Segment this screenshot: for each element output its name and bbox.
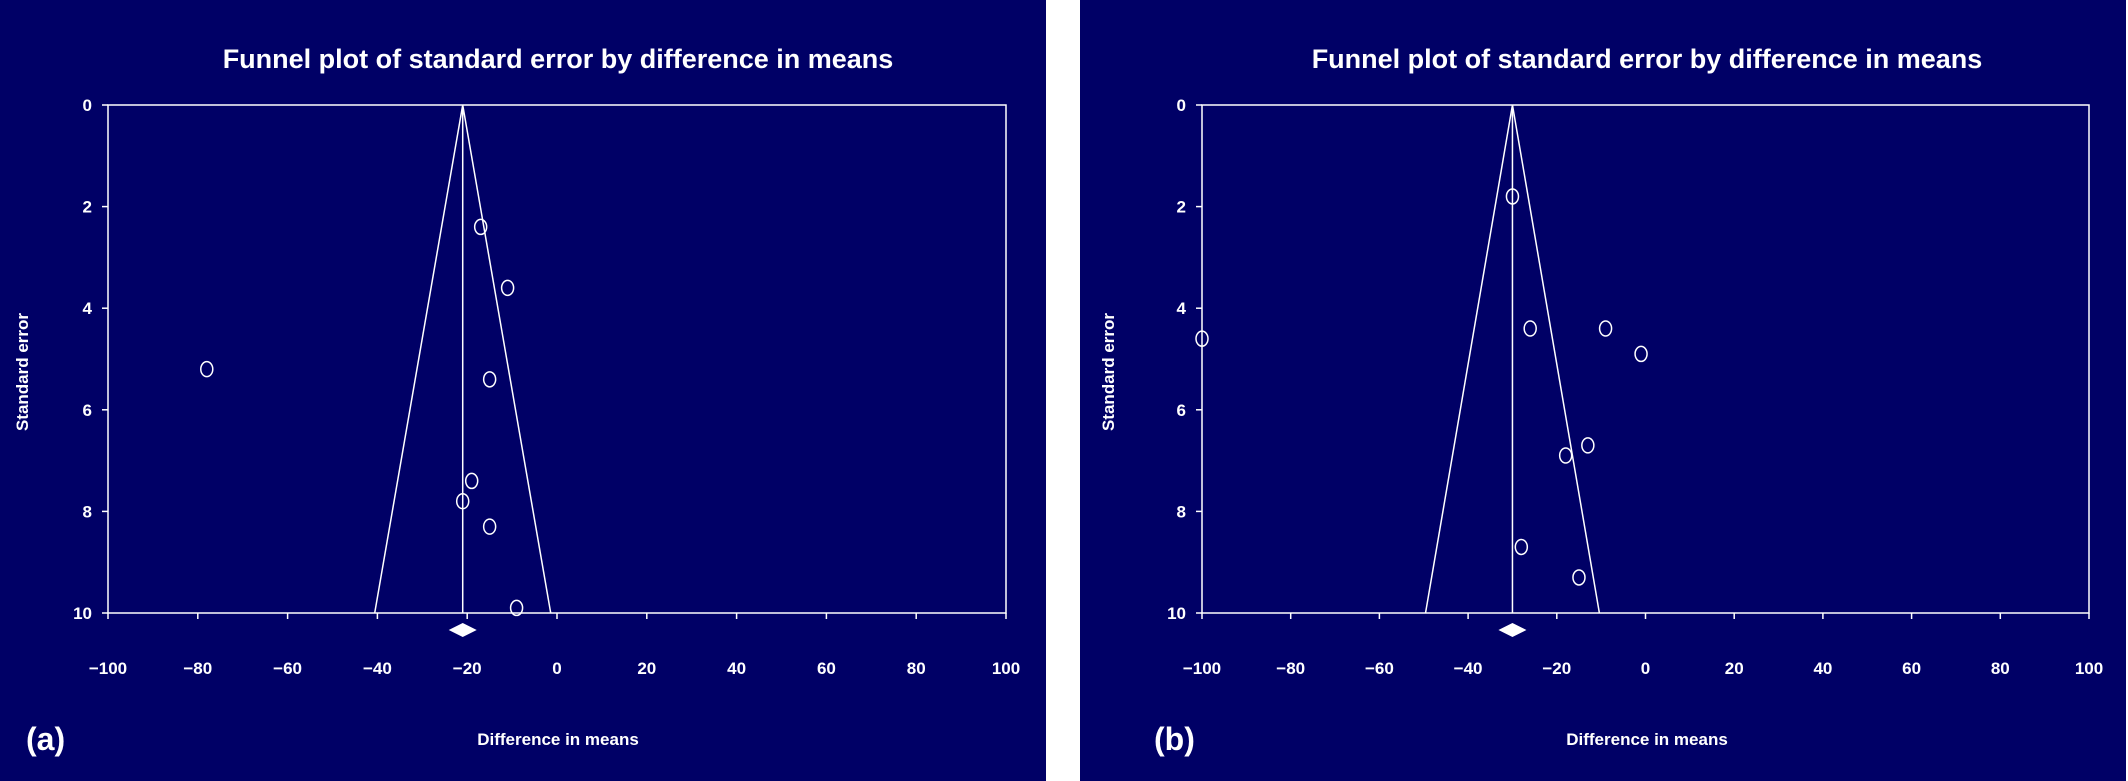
chart-a-frame (107, 104, 1007, 614)
chart-a-data-point (509, 599, 524, 617)
chart-a-xtick-label: 40 (727, 659, 746, 678)
chart-a-xtick-label: 60 (817, 659, 836, 678)
chart-a-ytick-label: 10 (73, 604, 92, 623)
chart-b-data-point (1558, 447, 1573, 464)
panel-b-letter: (b) (1154, 721, 1195, 757)
chart-b-pooled-diamond (1498, 623, 1527, 637)
chart-a-ytick-label: 6 (83, 401, 92, 420)
chart-a-data-point (473, 218, 488, 236)
chart-b-ytick-label: 2 (1177, 198, 1186, 217)
chart-a-title: Funnel plot of standard error by differe… (223, 44, 894, 74)
chart-a-xtick-label: 80 (907, 659, 926, 678)
chart-a-ytick-label: 8 (83, 502, 92, 521)
chart-a-xtick-label: −20 (453, 659, 482, 678)
chart-a-ytick-label: 4 (83, 299, 93, 318)
chart-a-xtick-label: 100 (992, 659, 1020, 678)
chart-b-xtick-label: 100 (2075, 659, 2103, 678)
chart-a-data-point (500, 279, 515, 297)
chart-a-plot: −100 −80 −60 −40 −20 0 20 40 60 80 100 0 2 4 6 8 10 (73, 96, 1020, 678)
chart-b-xlabel: Difference in means (1566, 730, 1728, 749)
chart-a-xtick-label: −100 (89, 659, 127, 678)
chart-b-svg: Funnel plot of standard error by differe… (1099, 44, 2103, 757)
chart-b-data-point (1598, 320, 1613, 337)
chart-b-xtick-label: −60 (1365, 659, 1394, 678)
chart-b-data-point (1634, 345, 1648, 363)
chart-a-data-point (455, 492, 470, 510)
chart-a-xtick-label: −60 (273, 659, 302, 678)
chart-b-xtick-label: −40 (1454, 659, 1483, 678)
chart-b-ytick-label: 8 (1177, 502, 1186, 521)
funnel-plot-panel-a: Funnel plot of standard error by differe… (0, 0, 1046, 781)
chart-b-data-point (1523, 320, 1537, 337)
chart-a-ytick-label: 2 (83, 198, 92, 217)
chart-b-xtick-label: −20 (1542, 659, 1571, 678)
chart-a-data-point (464, 472, 479, 490)
chart-b-plot: −100 −80 −60 −40 −20 0 20 40 60 80 100 0 2 4 6 8 10 (1167, 96, 2103, 678)
chart-b-data-point (1572, 569, 1586, 586)
panel-a-letter: (a) (26, 721, 65, 757)
chart-b-data-point (1581, 437, 1595, 454)
chart-b-ytick-label: 4 (1177, 299, 1187, 318)
chart-b-data-point (1505, 188, 1520, 205)
chart-b-xtick-label: 20 (1725, 659, 1744, 678)
chart-a-funnel-right (461, 104, 552, 614)
chart-a-xtick-label: 20 (637, 659, 656, 678)
chart-a-xtick-label: 0 (552, 659, 561, 678)
chart-b-data-point (1195, 330, 1209, 347)
chart-a-svg: Funnel plot of standard error by differe… (13, 44, 1020, 757)
chart-a-ytick-label: 0 (83, 96, 92, 115)
chart-b-funnel-right (1511, 104, 1601, 614)
chart-b-data-point (1514, 538, 1529, 556)
chart-a-ylabel: Standard error (13, 313, 32, 431)
chart-b-funnel-left (1424, 104, 1514, 614)
chart-b-ytick-label: 6 (1177, 401, 1186, 420)
chart-a-data-point (482, 371, 497, 388)
chart-b-ytick-label: 0 (1177, 96, 1186, 115)
chart-a-data-point (200, 360, 214, 378)
chart-a-pooled-diamond (448, 623, 477, 637)
chart-b-xtick-label: 40 (1813, 659, 1832, 678)
chart-a-xtick-label: −40 (363, 659, 392, 678)
chart-b-xtick-label: −100 (1183, 659, 1221, 678)
chart-a-xtick-label: −80 (183, 659, 212, 678)
chart-b-xtick-label: −80 (1276, 659, 1305, 678)
chart-b-ytick-label: 10 (1167, 604, 1186, 623)
chart-a-data-point (482, 518, 497, 535)
chart-b-title: Funnel plot of standard error by differe… (1312, 44, 1983, 74)
chart-b-xtick-label: 0 (1641, 659, 1650, 678)
chart-a-xlabel: Difference in means (477, 730, 639, 749)
chart-b-xtick-label: 80 (1991, 659, 2010, 678)
chart-b-xtick-label: 60 (1902, 659, 1921, 678)
funnel-plot-panel-b: Funnel plot of standard error by differe… (1080, 0, 2126, 781)
chart-a-funnel-left (373, 104, 464, 614)
chart-b-ylabel: Standard error (1099, 313, 1118, 431)
